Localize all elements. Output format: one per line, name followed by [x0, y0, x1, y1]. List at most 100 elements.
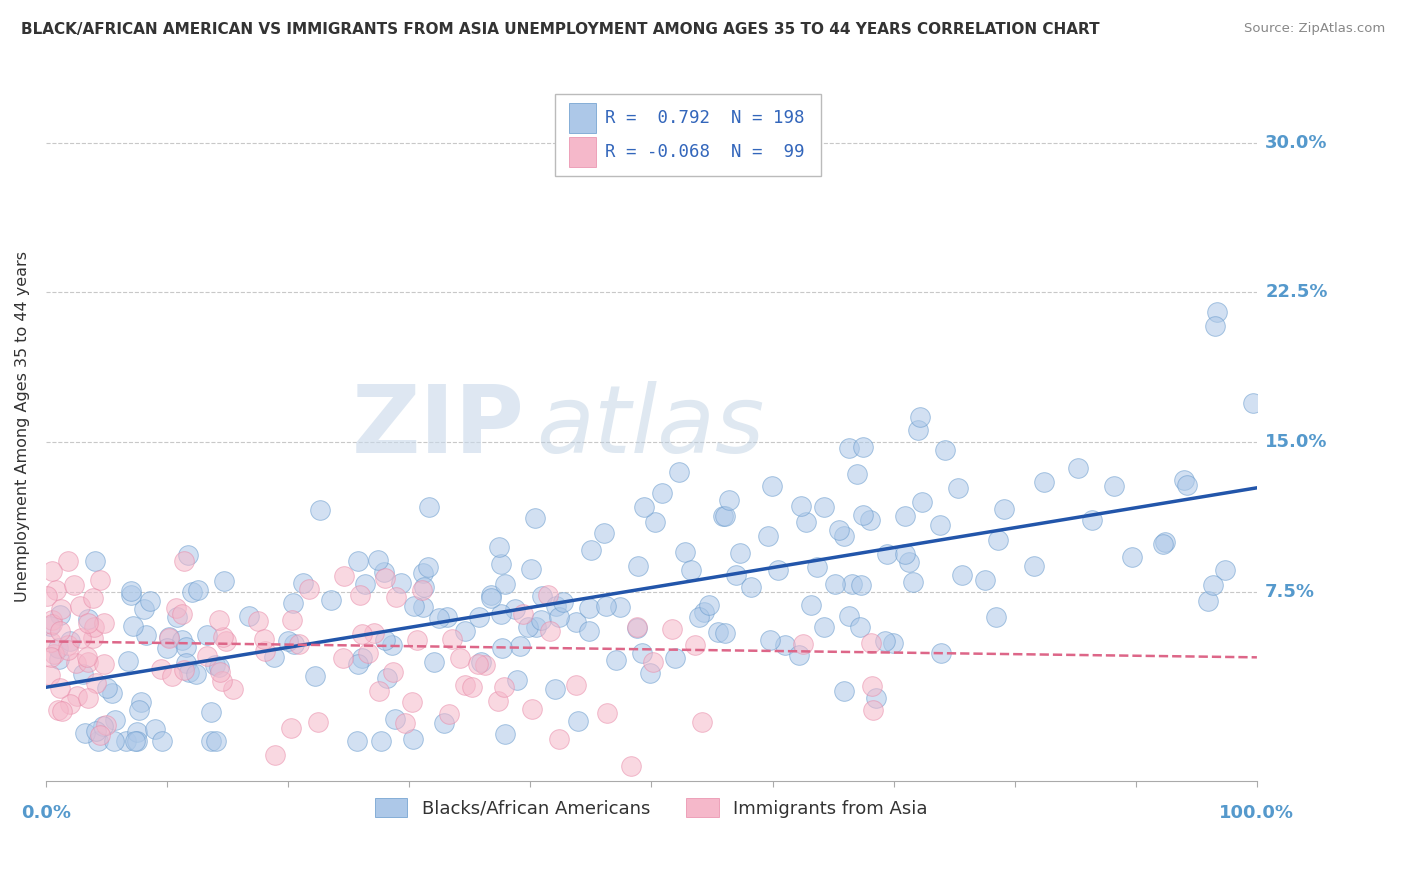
Point — [903, 575, 925, 590]
Point — [838, 608, 860, 623]
Point — [631, 646, 654, 660]
Point — [910, 409, 932, 424]
Point — [578, 624, 600, 639]
Point — [596, 706, 619, 721]
Point — [491, 557, 513, 571]
Point — [37, 589, 59, 603]
Point — [402, 599, 425, 613]
Point — [547, 610, 569, 624]
Point — [65, 690, 87, 704]
Point — [761, 479, 783, 493]
Point — [104, 714, 127, 728]
Text: 0.0%: 0.0% — [21, 804, 70, 822]
Point — [332, 651, 354, 665]
Point — [121, 619, 143, 633]
Point — [517, 620, 540, 634]
Point — [39, 668, 62, 682]
Point — [94, 718, 117, 732]
Point — [813, 620, 835, 634]
Text: Source: ZipAtlas.com: Source: ZipAtlas.com — [1244, 22, 1385, 36]
Point — [437, 706, 460, 721]
Point — [1121, 549, 1143, 564]
Point — [150, 733, 173, 747]
Point — [1177, 478, 1199, 492]
Point — [77, 616, 100, 631]
Point — [730, 546, 752, 560]
Point — [454, 624, 477, 638]
Point — [911, 495, 934, 509]
Point — [740, 580, 762, 594]
Point — [374, 571, 396, 585]
Point — [544, 682, 567, 697]
Point — [84, 723, 107, 738]
Point — [124, 734, 146, 748]
Point — [449, 651, 471, 665]
Point — [579, 543, 602, 558]
Point — [605, 653, 627, 667]
Point — [806, 559, 828, 574]
Point — [824, 577, 846, 591]
Point — [59, 697, 82, 711]
Point — [860, 679, 883, 693]
Point — [370, 734, 392, 748]
Point — [897, 555, 920, 569]
FancyBboxPatch shape — [554, 95, 821, 176]
Point — [208, 665, 231, 679]
Point — [83, 620, 105, 634]
Point — [76, 650, 98, 665]
Point — [304, 669, 326, 683]
Point — [135, 628, 157, 642]
Point — [668, 465, 690, 479]
Point — [173, 663, 195, 677]
Point — [907, 423, 929, 437]
Point — [467, 657, 489, 671]
Point — [129, 695, 152, 709]
Point — [253, 632, 276, 646]
Point — [65, 657, 87, 671]
Point — [176, 548, 198, 562]
Point — [520, 702, 543, 716]
Point — [350, 627, 373, 641]
Point — [49, 624, 72, 639]
Point — [1241, 395, 1264, 409]
Point — [461, 680, 484, 694]
Point — [412, 600, 434, 615]
Point — [950, 568, 973, 582]
Point — [281, 613, 304, 627]
Point — [564, 615, 586, 630]
Point — [125, 724, 148, 739]
Point — [157, 630, 180, 644]
Point — [852, 508, 875, 522]
Point — [934, 443, 956, 458]
Point — [291, 575, 314, 590]
Point — [503, 601, 526, 615]
Point — [46, 703, 69, 717]
Point — [578, 601, 600, 615]
Point — [664, 651, 686, 665]
Point — [212, 574, 235, 588]
Point — [406, 633, 429, 648]
Point — [479, 588, 502, 602]
Point — [800, 598, 823, 612]
Point — [828, 523, 851, 537]
Point — [609, 599, 631, 614]
Point — [509, 639, 531, 653]
Point — [319, 592, 342, 607]
Point — [974, 573, 997, 587]
Point — [928, 518, 950, 533]
Point — [690, 715, 713, 730]
Y-axis label: Unemployment Among Ages 35 to 44 years: Unemployment Among Ages 35 to 44 years — [15, 252, 30, 602]
Point — [1033, 475, 1056, 489]
Point — [59, 633, 82, 648]
Point — [673, 544, 696, 558]
Point — [882, 636, 904, 650]
Text: ZIP: ZIP — [352, 381, 524, 473]
Point — [56, 554, 79, 568]
Point — [468, 609, 491, 624]
Point — [82, 631, 104, 645]
Point — [506, 673, 529, 687]
Point — [813, 500, 835, 515]
Point — [346, 734, 368, 748]
Point — [491, 641, 513, 656]
Point — [523, 511, 546, 525]
